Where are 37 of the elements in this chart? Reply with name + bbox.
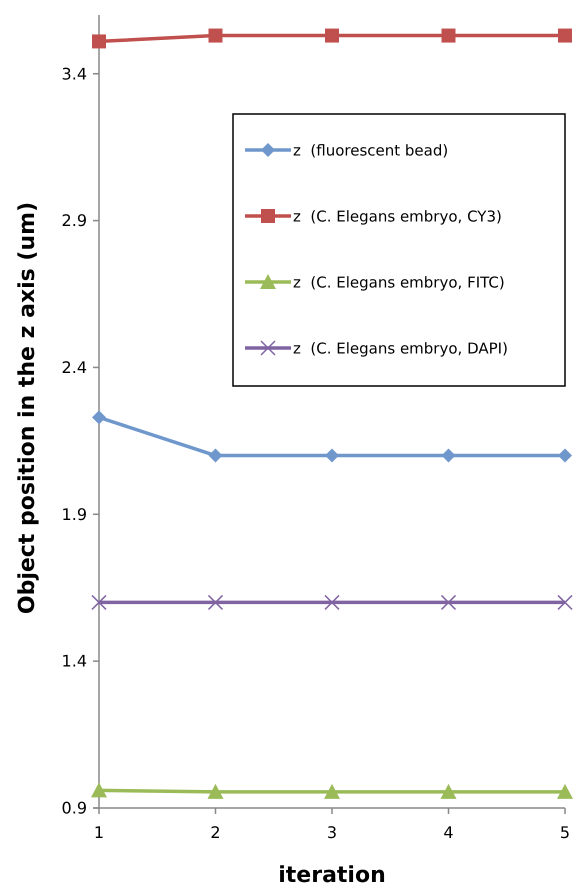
- point: [557, 594, 573, 610]
- point: [92, 34, 106, 48]
- legend-label: z (C. Elegans embryo, DAPI): [293, 339, 508, 358]
- point: [557, 784, 573, 799]
- y-tick-label: 1.9: [62, 504, 87, 524]
- legend-label: z (C. Elegans embryo, FITC): [293, 273, 505, 292]
- point: [208, 448, 222, 463]
- point: [558, 448, 572, 463]
- point: [442, 448, 456, 463]
- y-tick-label: 2.4: [62, 358, 87, 378]
- x-tick-label: 4: [443, 823, 454, 842]
- point: [325, 448, 339, 463]
- point: [208, 28, 222, 43]
- point: [208, 784, 224, 799]
- point: [325, 28, 339, 43]
- point: [442, 28, 456, 43]
- legend-label: z (fluorescent bead): [293, 141, 448, 160]
- point: [440, 784, 456, 799]
- point: [92, 410, 106, 424]
- x-tick-label: 2: [210, 823, 221, 842]
- y-tick-label: 3.4: [62, 64, 87, 84]
- point: [558, 28, 572, 43]
- legend-label: z (C. Elegans embryo, CY3): [293, 207, 502, 226]
- x-tick-label: 1: [94, 823, 104, 842]
- point: [208, 594, 224, 610]
- y-axis-title: Object position in the z axis (um): [15, 202, 40, 614]
- point: [324, 784, 340, 799]
- x-axis-title: iteration: [278, 863, 386, 888]
- x-tick-label: 3: [326, 823, 338, 842]
- point: [324, 594, 340, 610]
- point: [440, 594, 456, 610]
- y-tick-label: 1.4: [62, 652, 87, 671]
- y-tick-label: 0.9: [62, 798, 87, 818]
- y-tick-label: 2.9: [62, 211, 87, 230]
- x-tick-label: 5: [560, 823, 570, 842]
- point: [91, 782, 107, 798]
- point: [91, 594, 107, 610]
